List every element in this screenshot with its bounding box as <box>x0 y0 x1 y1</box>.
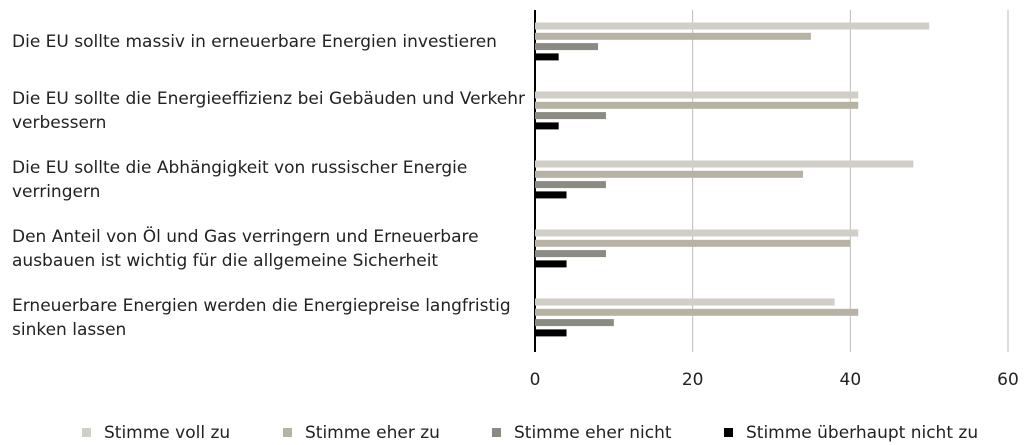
category-label: Den Anteil von Öl und Gas verringern und… <box>12 226 479 271</box>
bar <box>535 160 914 168</box>
x-tick-label: 60 <box>997 370 1019 390</box>
bar <box>535 298 835 306</box>
bar <box>535 191 567 199</box>
legend-label: Stimme überhaupt nicht zu <box>746 423 978 443</box>
x-tick-label: 0 <box>530 370 541 390</box>
bar <box>535 32 811 40</box>
bar <box>535 329 567 337</box>
category-label: Die EU sollte massiv in erneuerbare Ener… <box>12 31 497 52</box>
bar <box>535 319 614 327</box>
x-tick-label: 20 <box>682 370 704 390</box>
legend-marker <box>724 428 733 437</box>
bar <box>535 53 559 61</box>
bar <box>535 250 606 258</box>
bar <box>535 229 859 237</box>
category-label: Die EU sollte die Energieeffizienz bei G… <box>12 88 525 133</box>
bar <box>535 91 859 99</box>
bar <box>535 101 859 109</box>
category-label: Die EU sollte die Abhängigkeit von russi… <box>12 157 468 202</box>
legend-label: Stimme eher nicht <box>514 423 672 443</box>
category-label: Erneuerbare Energien werden die Energiep… <box>12 295 511 340</box>
bar <box>535 260 567 268</box>
legend-marker <box>82 428 91 437</box>
legend-marker <box>492 428 501 437</box>
bar <box>535 122 559 130</box>
bar <box>535 239 851 247</box>
bar <box>535 181 606 189</box>
bar <box>535 308 859 316</box>
legend-label: Stimme eher zu <box>305 423 440 443</box>
bar <box>535 22 930 30</box>
bar <box>535 170 804 178</box>
x-tick-label: 40 <box>840 370 862 390</box>
bar <box>535 43 599 51</box>
legend-label: Stimme voll zu <box>104 423 230 443</box>
legend-marker <box>283 428 292 437</box>
bar <box>535 112 606 120</box>
